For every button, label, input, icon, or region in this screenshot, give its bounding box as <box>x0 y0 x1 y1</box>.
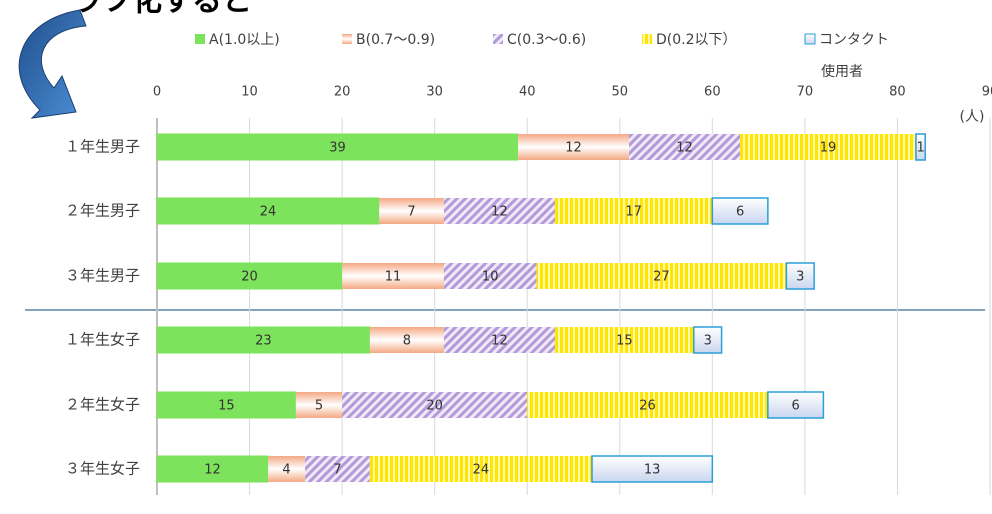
x-tick-label: 40 <box>519 85 536 100</box>
value-label: 4 <box>282 463 290 478</box>
value-label: 7 <box>407 205 415 220</box>
category-label: ２年生女子 <box>65 396 140 414</box>
x-tick-label: 60 <box>704 85 721 100</box>
value-label: 10 <box>482 270 499 285</box>
legend-swatch <box>642 34 652 44</box>
x-tick-label: 80 <box>889 85 906 100</box>
value-label: 6 <box>736 205 744 220</box>
value-label: 12 <box>204 463 221 478</box>
x-tick-label: 10 <box>241 85 258 100</box>
value-label: 8 <box>403 334 411 349</box>
arrow-icon <box>19 10 86 118</box>
category-label: １年生女子 <box>65 331 140 349</box>
value-label: 12 <box>491 334 508 349</box>
x-tick-label: 30 <box>426 85 443 100</box>
x-tick-label: 90 <box>982 85 992 100</box>
x-tick-label: 20 <box>334 85 351 100</box>
value-label: 3 <box>704 334 712 349</box>
value-label: 19 <box>820 141 837 156</box>
value-label: 23 <box>255 334 272 349</box>
category-label: ２年生男子 <box>65 202 140 220</box>
value-label: 27 <box>653 270 670 285</box>
value-label: 39 <box>329 141 346 156</box>
chart: ラフ化すると (人) 0 10 20 30 40 50 60 70 80 90 A(1.0以上) B(… <box>0 0 992 514</box>
chart-title: ラフ化すると <box>72 0 252 19</box>
value-label: 1 <box>916 141 924 156</box>
unit-label: (人) <box>960 109 985 125</box>
value-label: 20 <box>426 399 443 414</box>
legend-label: コンタクト使用者 <box>819 32 889 80</box>
legend-label: B(0.7〜0.9) <box>356 32 435 48</box>
legend-label: A(1.0以上) <box>209 32 280 48</box>
value-label: 24 <box>260 205 277 220</box>
legend-swatch <box>493 34 503 44</box>
value-label: 12 <box>676 141 693 156</box>
legend-swatch <box>195 34 205 44</box>
page: {"chart_data": {"type": "stacked-bar-hor… <box>0 0 992 514</box>
value-label: 24 <box>473 463 490 478</box>
value-label: 13 <box>644 463 661 478</box>
value-label: 15 <box>616 334 633 349</box>
category-label: ３年生男子 <box>65 267 140 285</box>
legend-label: D(0.2以下） <box>656 32 737 48</box>
legend-swatch <box>342 34 352 44</box>
category-label: ３年生女子 <box>65 460 140 478</box>
value-label: 17 <box>625 205 642 220</box>
legend-label: C(0.3〜0.6) <box>507 32 586 48</box>
value-label: 3 <box>796 270 804 285</box>
value-label: 15 <box>218 399 235 414</box>
legend-swatch <box>805 34 815 44</box>
x-tick-label: 50 <box>612 85 629 100</box>
value-label: 20 <box>241 270 258 285</box>
value-label: 26 <box>639 399 656 414</box>
x-tick-label: 0 <box>153 85 161 100</box>
value-label: 6 <box>791 399 799 414</box>
value-label: 12 <box>491 205 508 220</box>
value-label: 7 <box>333 463 341 478</box>
value-label: 11 <box>385 270 402 285</box>
value-label: 12 <box>565 141 582 156</box>
x-tick-label: 70 <box>797 85 814 100</box>
category-label: １年生男子 <box>65 138 140 156</box>
value-label: 5 <box>315 399 323 414</box>
